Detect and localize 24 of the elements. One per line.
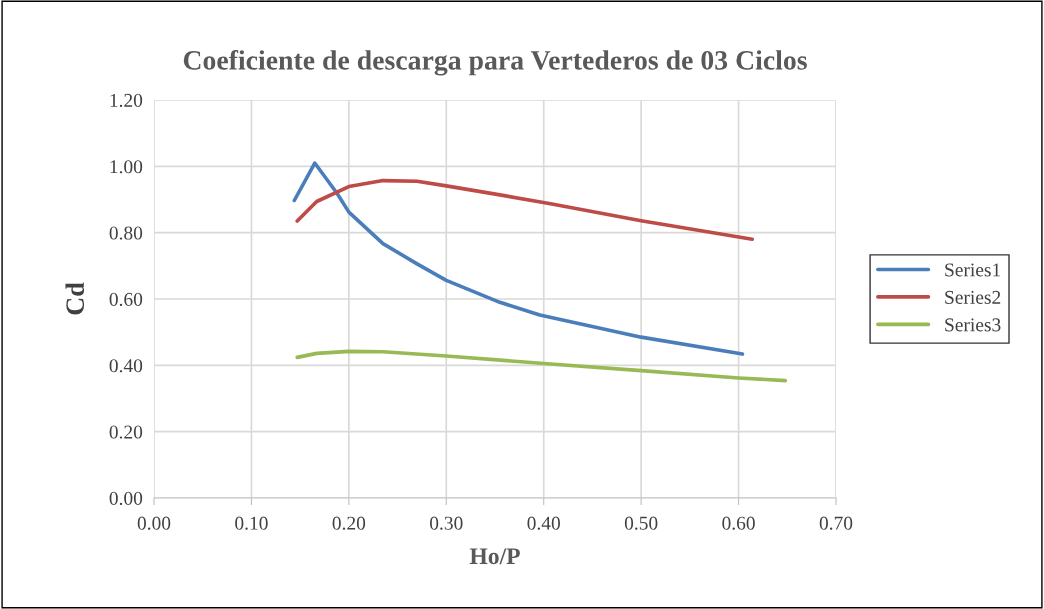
y-tick-label: 1.00 (110, 160, 143, 174)
legend-label: Series2 (945, 290, 1001, 304)
x-tick-label: 0.50 (624, 516, 658, 530)
x-tick-label: 0.20 (332, 516, 366, 530)
y-tick-label: 0.20 (109, 425, 143, 439)
y-tick-label: 0.60 (109, 292, 143, 307)
line-series (295, 349, 788, 383)
x-tick-label: 0.40 (527, 516, 560, 530)
x-tick-label: 0.00 (137, 516, 171, 530)
line-series (295, 178, 755, 242)
y-tick-label: 0.40 (109, 359, 143, 373)
y-tick-label: 0.80 (109, 226, 143, 240)
x-tick-label: 0.60 (722, 516, 755, 530)
legend-label: Series3 (945, 318, 1001, 332)
legend-label: Series1 (945, 263, 1001, 277)
x-axis-title: Ho/P (469, 548, 520, 565)
line-series (292, 161, 745, 356)
chart-title: Coeficiente de descarga para Vertederos de 03 Ciclos (183, 49, 807, 76)
y-tick-label: 1.20 (110, 93, 143, 108)
x-tick-label: 0.10 (235, 516, 268, 530)
x-tick-label: 0.30 (430, 516, 463, 530)
y-axis-title: Cd (65, 282, 85, 315)
y-tick-label: 0.00 (109, 491, 143, 506)
x-tick-label: 0.70 (819, 516, 853, 530)
